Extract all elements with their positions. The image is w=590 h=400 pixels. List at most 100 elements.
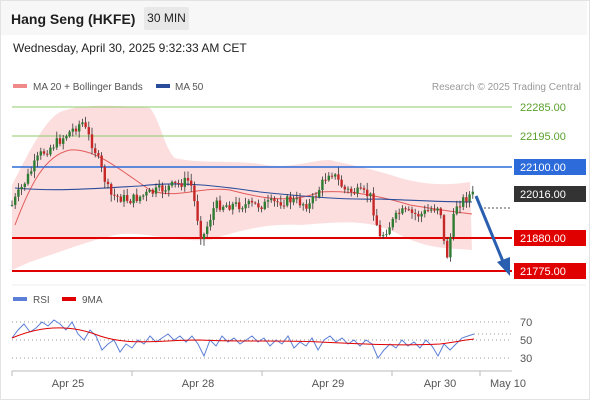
candle-body: [247, 200, 250, 205]
candle-body: [308, 203, 311, 209]
candle-body: [426, 210, 430, 212]
candle-body: [327, 175, 330, 181]
candle-body: [295, 198, 298, 200]
candle-body: [330, 175, 334, 177]
rsi-label-70: 70: [520, 317, 532, 329]
level-label-22195: 22195.00: [520, 131, 566, 143]
x-label-apr28: Apr 28: [182, 378, 214, 390]
rsi-legend-label: RSI: [33, 295, 50, 306]
rsi-ma9-line: [11, 327, 475, 346]
candle-body: [407, 209, 410, 211]
rsi-legend-swatch: [13, 297, 27, 301]
candle-body: [263, 201, 266, 210]
candle-body: [442, 215, 446, 241]
candle-body: [126, 195, 129, 201]
candle-body: [33, 160, 36, 172]
candle-body: [321, 179, 324, 191]
candle-body: [446, 240, 449, 258]
candle-body: [436, 208, 439, 211]
candle-body: [279, 202, 282, 206]
candle-body: [206, 226, 209, 235]
candle-body: [113, 194, 116, 196]
candle-body: [52, 147, 55, 149]
candle-body: [177, 182, 180, 184]
candle-body: [359, 187, 362, 189]
candle-body: [250, 200, 254, 203]
chart-header: [1, 1, 587, 35]
candle-body: [183, 177, 186, 187]
candle-body: [174, 181, 177, 183]
candle-body: [375, 215, 378, 225]
candle-body: [324, 179, 327, 181]
candle-body: [337, 174, 340, 180]
candle-body: [238, 202, 241, 210]
candle-body: [302, 204, 305, 206]
candle-body: [20, 186, 23, 190]
candle-body: [266, 200, 270, 202]
rsi-line: [11, 319, 475, 359]
candle-body: [362, 188, 366, 190]
candle-body: [314, 196, 318, 198]
candle-body: [298, 198, 302, 206]
candle-body: [30, 171, 33, 174]
candle-body: [334, 174, 337, 177]
candle-body: [129, 200, 132, 204]
candle-body: [372, 193, 375, 216]
x-label-may10: May 10: [490, 378, 526, 390]
candle-body: [254, 202, 257, 204]
candle-body: [90, 134, 94, 149]
candle-body: [430, 209, 433, 211]
candle-body: [215, 200, 218, 209]
candle-body: [170, 181, 174, 186]
candle-body: [78, 124, 81, 132]
level-label-current: 22016.00: [520, 189, 566, 201]
candle-body: [222, 206, 225, 210]
candle-body: [385, 234, 388, 236]
candle-body: [42, 151, 46, 154]
candle-body: [190, 180, 193, 186]
x-label-apr29: Apr 29: [312, 378, 344, 390]
candle-body: [55, 138, 58, 148]
candle-body: [318, 190, 321, 197]
candle-body: [103, 166, 106, 182]
candle-body: [148, 189, 151, 192]
candle-body: [132, 194, 135, 204]
candle-body: [154, 187, 158, 194]
candle-body: [142, 195, 145, 197]
candle-body: [231, 203, 234, 210]
candle-body: [193, 185, 196, 202]
candle-body: [282, 205, 286, 207]
candle-body: [23, 183, 26, 187]
candle-body: [110, 184, 113, 195]
x-label-apr25: Apr 25: [52, 378, 84, 390]
candle-body: [241, 208, 244, 210]
candle-body: [46, 153, 49, 155]
level-label-21775: 21775.00: [520, 266, 566, 278]
candle-body: [433, 209, 436, 211]
candle-body: [218, 200, 222, 210]
candle-body: [164, 190, 167, 192]
candle-body: [417, 213, 420, 217]
candle-body: [410, 209, 414, 213]
level-tag-21775: [514, 263, 586, 279]
candle-body: [391, 218, 394, 228]
bollinger-bands: [12, 105, 472, 270]
candle-body: [81, 122, 84, 125]
ma20-legend-swatch: [13, 84, 27, 88]
credit-text: Research © 2025 Trading Central: [432, 82, 581, 93]
candle-body: [468, 194, 471, 202]
level-label-21880: 21880.00: [520, 233, 566, 245]
candle-body: [394, 212, 398, 219]
candle-body: [340, 179, 343, 187]
candle-body: [151, 189, 154, 194]
candle-body: [17, 189, 20, 197]
candle-body: [423, 210, 426, 214]
level-label-22100: 22100.00: [520, 162, 566, 174]
candle-body: [167, 185, 170, 191]
candle-body: [471, 191, 474, 195]
candle-body: [401, 208, 404, 214]
candle-body: [71, 128, 74, 132]
timeframe-button[interactable]: 30 MIN: [144, 7, 189, 30]
candle-body: [26, 173, 30, 184]
